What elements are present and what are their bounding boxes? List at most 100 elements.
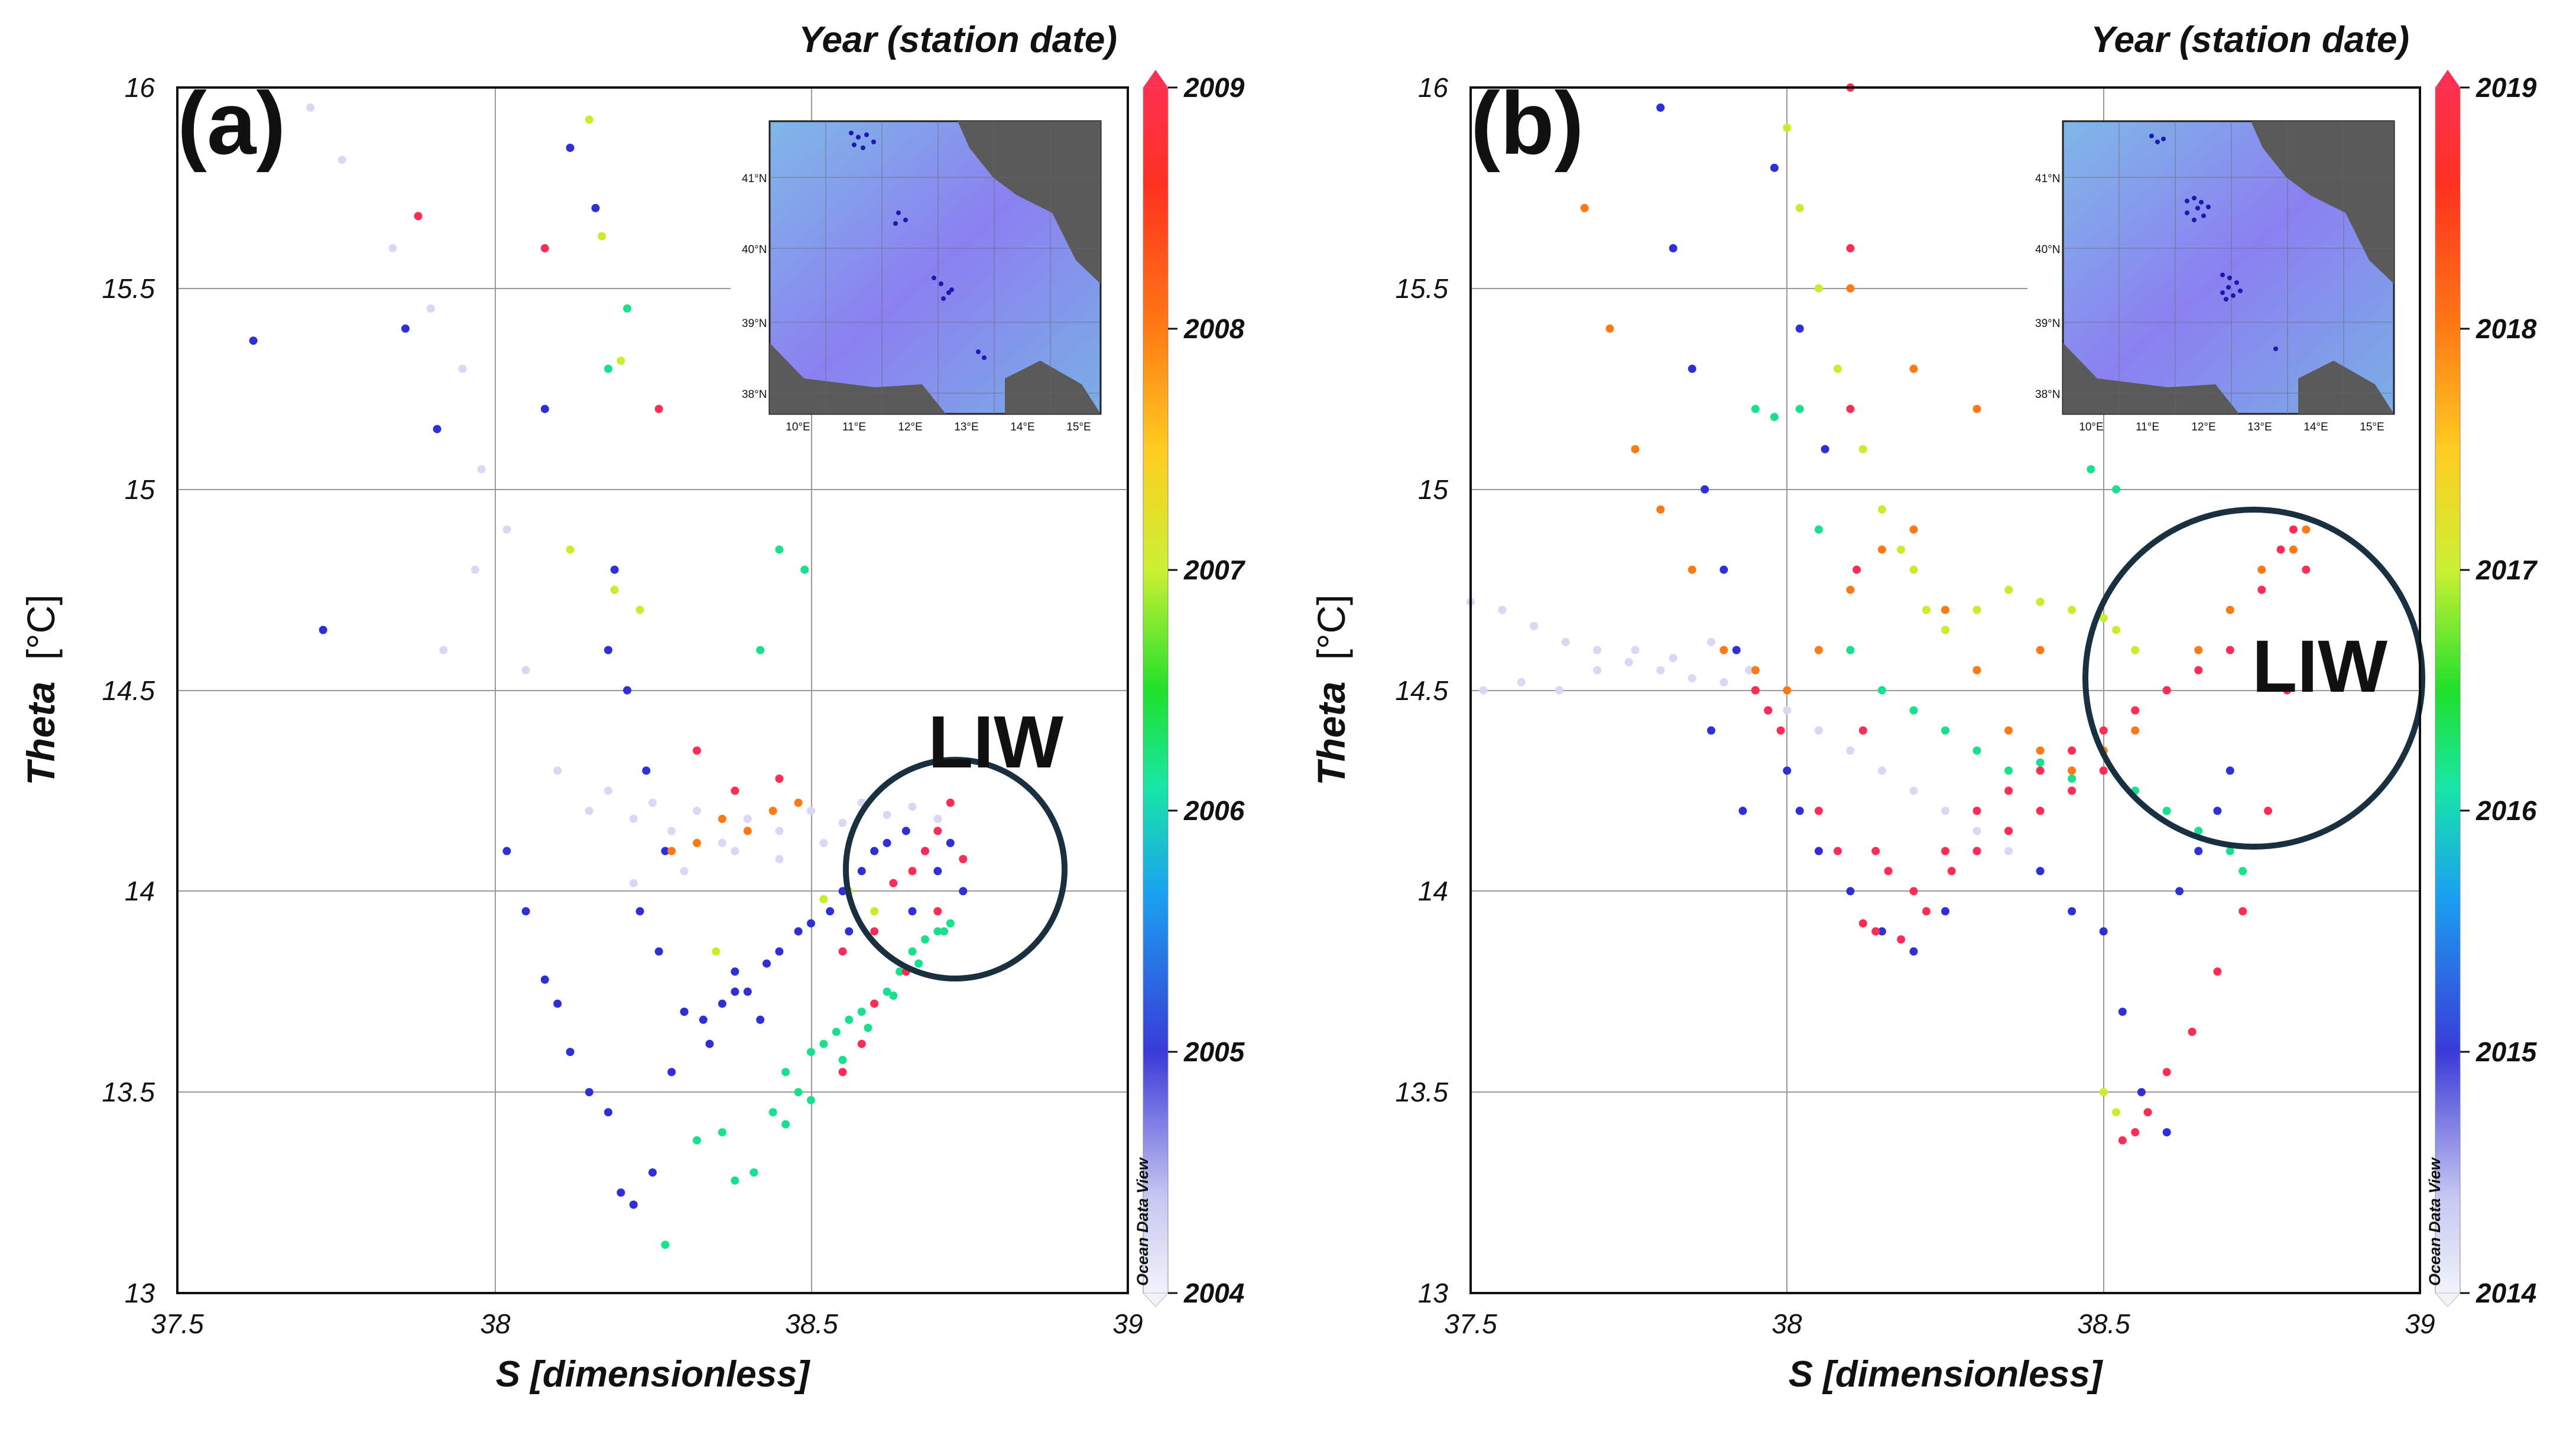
svg-text:13.5: 13.5 (102, 1077, 155, 1107)
plot-frame (176, 86, 1129, 1294)
data-point-2015 (2036, 867, 2045, 876)
data-point-2019 (1972, 847, 1981, 856)
data-point-2014 (1517, 678, 1526, 686)
data-point-2005 (566, 144, 575, 152)
data-point-2004 (502, 525, 511, 534)
data-point-2005 (807, 919, 815, 928)
data-point-2019 (2036, 806, 2045, 815)
data-point-2006 (864, 1023, 872, 1032)
data-point-2005 (959, 887, 968, 896)
panel-a: 41°N 40°N 39°N 38°N 10°E 11°E 12°E 13°E … (19, 20, 1246, 1395)
data-point-2015 (1732, 646, 1741, 655)
plot-frame (1469, 86, 2421, 1294)
svg-text:38.5: 38.5 (2077, 1308, 2130, 1339)
data-point-2016 (1877, 686, 1886, 695)
data-point-2016 (1795, 404, 1804, 413)
data-point-2008 (667, 847, 676, 856)
data-point-2014 (2004, 847, 2013, 856)
colorbar-tick-labels: 2004 2005 2006 2007 2008 2009 (1183, 72, 1246, 1308)
data-point-2018 (1909, 364, 1918, 373)
data-point-2005 (540, 404, 549, 413)
data-point-2014 (1624, 657, 1633, 666)
svg-text:37.5: 37.5 (1444, 1308, 1497, 1339)
data-point-2018 (1720, 646, 1728, 655)
data-point-2005 (699, 1015, 708, 1024)
data-point-2009 (857, 1039, 866, 1048)
data-point-2014 (1688, 674, 1696, 683)
data-point-2018 (2036, 646, 2045, 655)
svg-text:40°N: 40°N (742, 244, 767, 256)
svg-text:39°N: 39°N (742, 317, 767, 330)
data-point-2006 (807, 1048, 815, 1057)
data-point-2015 (2213, 806, 2222, 815)
data-point-2006 (781, 1120, 790, 1129)
data-point-2016 (2036, 758, 2045, 767)
data-point-2015 (1795, 324, 1804, 333)
x-axis-label: S [dimensionless] (496, 1354, 811, 1395)
data-point-2016 (1814, 525, 1823, 534)
data-point-2019 (1776, 726, 1785, 735)
data-point-2019 (1871, 847, 1880, 856)
data-point-2019 (1846, 404, 1855, 413)
data-point-2007 (585, 115, 593, 124)
data-point-2006 (838, 1055, 847, 1064)
data-point-2005 (870, 847, 879, 856)
data-point-2014 (1561, 637, 1570, 646)
data-point-2018 (2257, 565, 2266, 574)
data-point-2014 (1877, 766, 1886, 775)
x-tick-labels: 37.5 38 38.5 39 (1444, 1308, 2435, 1339)
data-point-2005 (553, 999, 562, 1008)
svg-text:38°N: 38°N (742, 388, 767, 401)
data-point-2004 (388, 244, 397, 252)
odv-watermark: Ocean Data View (1134, 1156, 1151, 1286)
data-point-2006 (768, 1108, 777, 1117)
data-point-2019 (1884, 867, 1893, 876)
data-point-2019 (1897, 935, 1906, 944)
data-point-2018 (2302, 525, 2311, 534)
data-point-2015 (1770, 163, 1779, 172)
data-point-2009 (946, 798, 955, 807)
data-point-2016 (1909, 706, 1918, 715)
data-point-2017 (1941, 626, 1949, 634)
data-point-2015 (2162, 1128, 2171, 1137)
data-point-2015 (1720, 565, 1728, 574)
data-point-2008 (743, 827, 752, 835)
svg-text:14: 14 (125, 876, 155, 906)
data-point-2019 (2004, 786, 2013, 795)
data-point-2005 (610, 565, 619, 574)
data-point-2019 (2099, 766, 2108, 775)
svg-text:38.5: 38.5 (785, 1308, 838, 1339)
svg-text:38°N: 38°N (2035, 388, 2060, 401)
data-point-2015 (1821, 445, 1829, 453)
data-point-2005 (731, 987, 739, 996)
y-tick-labels: 13 13.5 14 14.5 15 15.5 16 (102, 72, 155, 1308)
data-point-2004 (458, 364, 467, 373)
data-point-2019 (2036, 766, 2045, 775)
svg-text:2014: 2014 (2476, 1278, 2536, 1308)
data-point-2009 (889, 879, 898, 887)
data-point-2014 (1498, 605, 1507, 614)
data-point-2017 (1972, 605, 1981, 614)
data-point-2016 (2162, 806, 2171, 815)
svg-text:39: 39 (2405, 1308, 2435, 1339)
data-point-2016 (2238, 867, 2247, 876)
svg-text:14: 14 (1418, 876, 1448, 906)
data-point-2005 (718, 999, 726, 1008)
data-point-2018 (1846, 284, 1855, 293)
data-point-2005 (845, 927, 854, 936)
data-point-2006 (661, 1240, 670, 1249)
panel-label: (a) (177, 73, 285, 173)
data-point-2015 (2068, 907, 2077, 916)
data-point-2014 (1593, 646, 1602, 655)
data-point-2007 (870, 907, 879, 916)
data-point-2004 (680, 867, 689, 876)
data-point-2006 (845, 1015, 854, 1024)
data-point-2015 (1846, 887, 1855, 896)
data-point-2004 (667, 827, 676, 835)
data-point-2017 (1877, 505, 1886, 514)
data-point-2014 (1909, 786, 1918, 795)
svg-text:2005: 2005 (1183, 1036, 1245, 1067)
svg-text:2015: 2015 (2476, 1036, 2538, 1067)
data-point-2017 (1814, 284, 1823, 293)
